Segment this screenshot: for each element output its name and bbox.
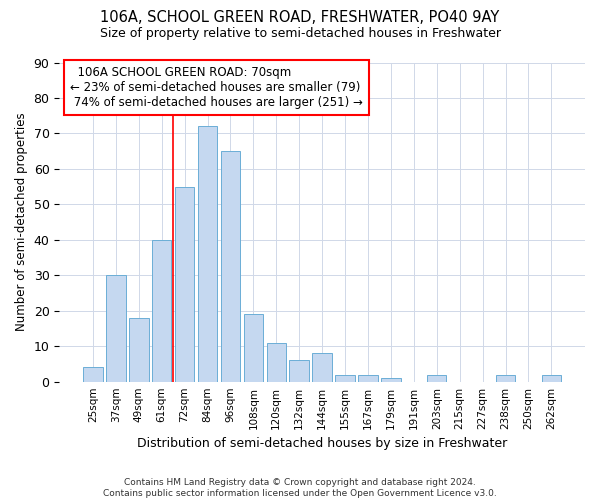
Bar	[106, 276, 125, 382]
Bar	[221, 151, 240, 382]
Bar	[152, 240, 172, 382]
Bar	[129, 318, 149, 382]
Bar	[289, 360, 309, 382]
Bar	[313, 354, 332, 382]
X-axis label: Distribution of semi-detached houses by size in Freshwater: Distribution of semi-detached houses by …	[137, 437, 507, 450]
Bar	[244, 314, 263, 382]
Bar	[427, 374, 446, 382]
Text: 106A, SCHOOL GREEN ROAD, FRESHWATER, PO40 9AY: 106A, SCHOOL GREEN ROAD, FRESHWATER, PO4…	[100, 10, 500, 25]
Text: 106A SCHOOL GREEN ROAD: 70sqm  
← 23% of semi-detached houses are smaller (79)
 : 106A SCHOOL GREEN ROAD: 70sqm ← 23% of s…	[70, 66, 362, 108]
Bar	[335, 374, 355, 382]
Bar	[83, 368, 103, 382]
Text: Contains HM Land Registry data © Crown copyright and database right 2024.
Contai: Contains HM Land Registry data © Crown c…	[103, 478, 497, 498]
Bar	[381, 378, 401, 382]
Bar	[198, 126, 217, 382]
Bar	[266, 342, 286, 382]
Bar	[175, 186, 194, 382]
Y-axis label: Number of semi-detached properties: Number of semi-detached properties	[15, 113, 28, 332]
Text: Size of property relative to semi-detached houses in Freshwater: Size of property relative to semi-detach…	[100, 28, 500, 40]
Bar	[542, 374, 561, 382]
Bar	[496, 374, 515, 382]
Bar	[358, 374, 378, 382]
